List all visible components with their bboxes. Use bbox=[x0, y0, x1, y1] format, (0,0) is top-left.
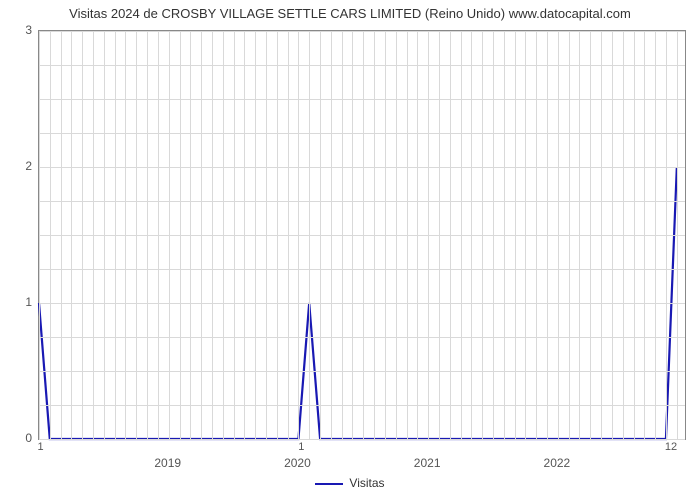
gridline-v bbox=[525, 31, 526, 439]
y-tick-label: 3 bbox=[14, 23, 32, 37]
gridline-v bbox=[612, 31, 613, 439]
gridline-v bbox=[180, 31, 181, 439]
gridline-v bbox=[331, 31, 332, 439]
gridline-v bbox=[255, 31, 256, 439]
legend-label: Visitas bbox=[349, 476, 384, 490]
gridline-v bbox=[201, 31, 202, 439]
gridline-v bbox=[644, 31, 645, 439]
y-tick-label: 1 bbox=[14, 295, 32, 309]
gridline-v bbox=[125, 31, 126, 439]
gridline-v bbox=[115, 31, 116, 439]
gridline-v bbox=[298, 31, 299, 439]
gridline-v bbox=[396, 31, 397, 439]
gridline-v bbox=[39, 31, 40, 439]
gridline-v bbox=[579, 31, 580, 439]
legend-swatch bbox=[315, 483, 343, 485]
gridline-v bbox=[104, 31, 105, 439]
gridline-v bbox=[569, 31, 570, 439]
gridline-v bbox=[450, 31, 451, 439]
gridline-v bbox=[666, 31, 667, 439]
x-tick-minor-label: 1 bbox=[38, 441, 44, 453]
gridline-v bbox=[439, 31, 440, 439]
gridline-v bbox=[634, 31, 635, 439]
gridline-v bbox=[547, 31, 548, 439]
gridline-v bbox=[50, 31, 51, 439]
gridline-v bbox=[266, 31, 267, 439]
gridline-v bbox=[407, 31, 408, 439]
gridline-v bbox=[590, 31, 591, 439]
gridline-v bbox=[461, 31, 462, 439]
gridline-v bbox=[61, 31, 62, 439]
chart-title: Visitas 2024 de CROSBY VILLAGE SETTLE CA… bbox=[0, 6, 700, 21]
gridline-v bbox=[342, 31, 343, 439]
y-tick-label: 2 bbox=[14, 159, 32, 173]
y-tick-label: 0 bbox=[14, 431, 32, 445]
gridline-v bbox=[417, 31, 418, 439]
gridline-v bbox=[234, 31, 235, 439]
gridline-v bbox=[677, 31, 678, 439]
gridline-v bbox=[428, 31, 429, 439]
gridline-v bbox=[309, 31, 310, 439]
gridline-v bbox=[655, 31, 656, 439]
gridline-v bbox=[482, 31, 483, 439]
gridline-v bbox=[352, 31, 353, 439]
gridline-v bbox=[493, 31, 494, 439]
chart-container: { "chart": { "type": "line", "title": "V… bbox=[0, 0, 700, 500]
gridline-v bbox=[374, 31, 375, 439]
gridline-v bbox=[277, 31, 278, 439]
gridline-v bbox=[363, 31, 364, 439]
gridline-v bbox=[82, 31, 83, 439]
x-tick-minor-label: 12 bbox=[665, 441, 677, 453]
legend: Visitas bbox=[0, 476, 700, 490]
gridline-v bbox=[169, 31, 170, 439]
gridline-v bbox=[385, 31, 386, 439]
gridline-v bbox=[244, 31, 245, 439]
gridline-v bbox=[536, 31, 537, 439]
plot-area bbox=[38, 30, 686, 440]
gridline-v bbox=[93, 31, 94, 439]
gridline-v bbox=[223, 31, 224, 439]
gridline-v bbox=[158, 31, 159, 439]
gridline-v bbox=[558, 31, 559, 439]
gridline-v bbox=[71, 31, 72, 439]
gridline-v bbox=[136, 31, 137, 439]
gridline-v bbox=[212, 31, 213, 439]
x-tick-label: 2022 bbox=[544, 456, 571, 470]
gridline-v bbox=[147, 31, 148, 439]
x-tick-minor-label: 1 bbox=[298, 441, 304, 453]
x-tick-label: 2021 bbox=[414, 456, 441, 470]
x-tick-label: 2019 bbox=[154, 456, 181, 470]
x-tick-label: 2020 bbox=[284, 456, 311, 470]
gridline-v bbox=[288, 31, 289, 439]
gridline-h bbox=[39, 439, 685, 440]
gridline-v bbox=[623, 31, 624, 439]
gridline-v bbox=[515, 31, 516, 439]
gridline-v bbox=[320, 31, 321, 439]
gridline-v bbox=[601, 31, 602, 439]
gridline-v bbox=[190, 31, 191, 439]
gridline-v bbox=[471, 31, 472, 439]
gridline-v bbox=[504, 31, 505, 439]
